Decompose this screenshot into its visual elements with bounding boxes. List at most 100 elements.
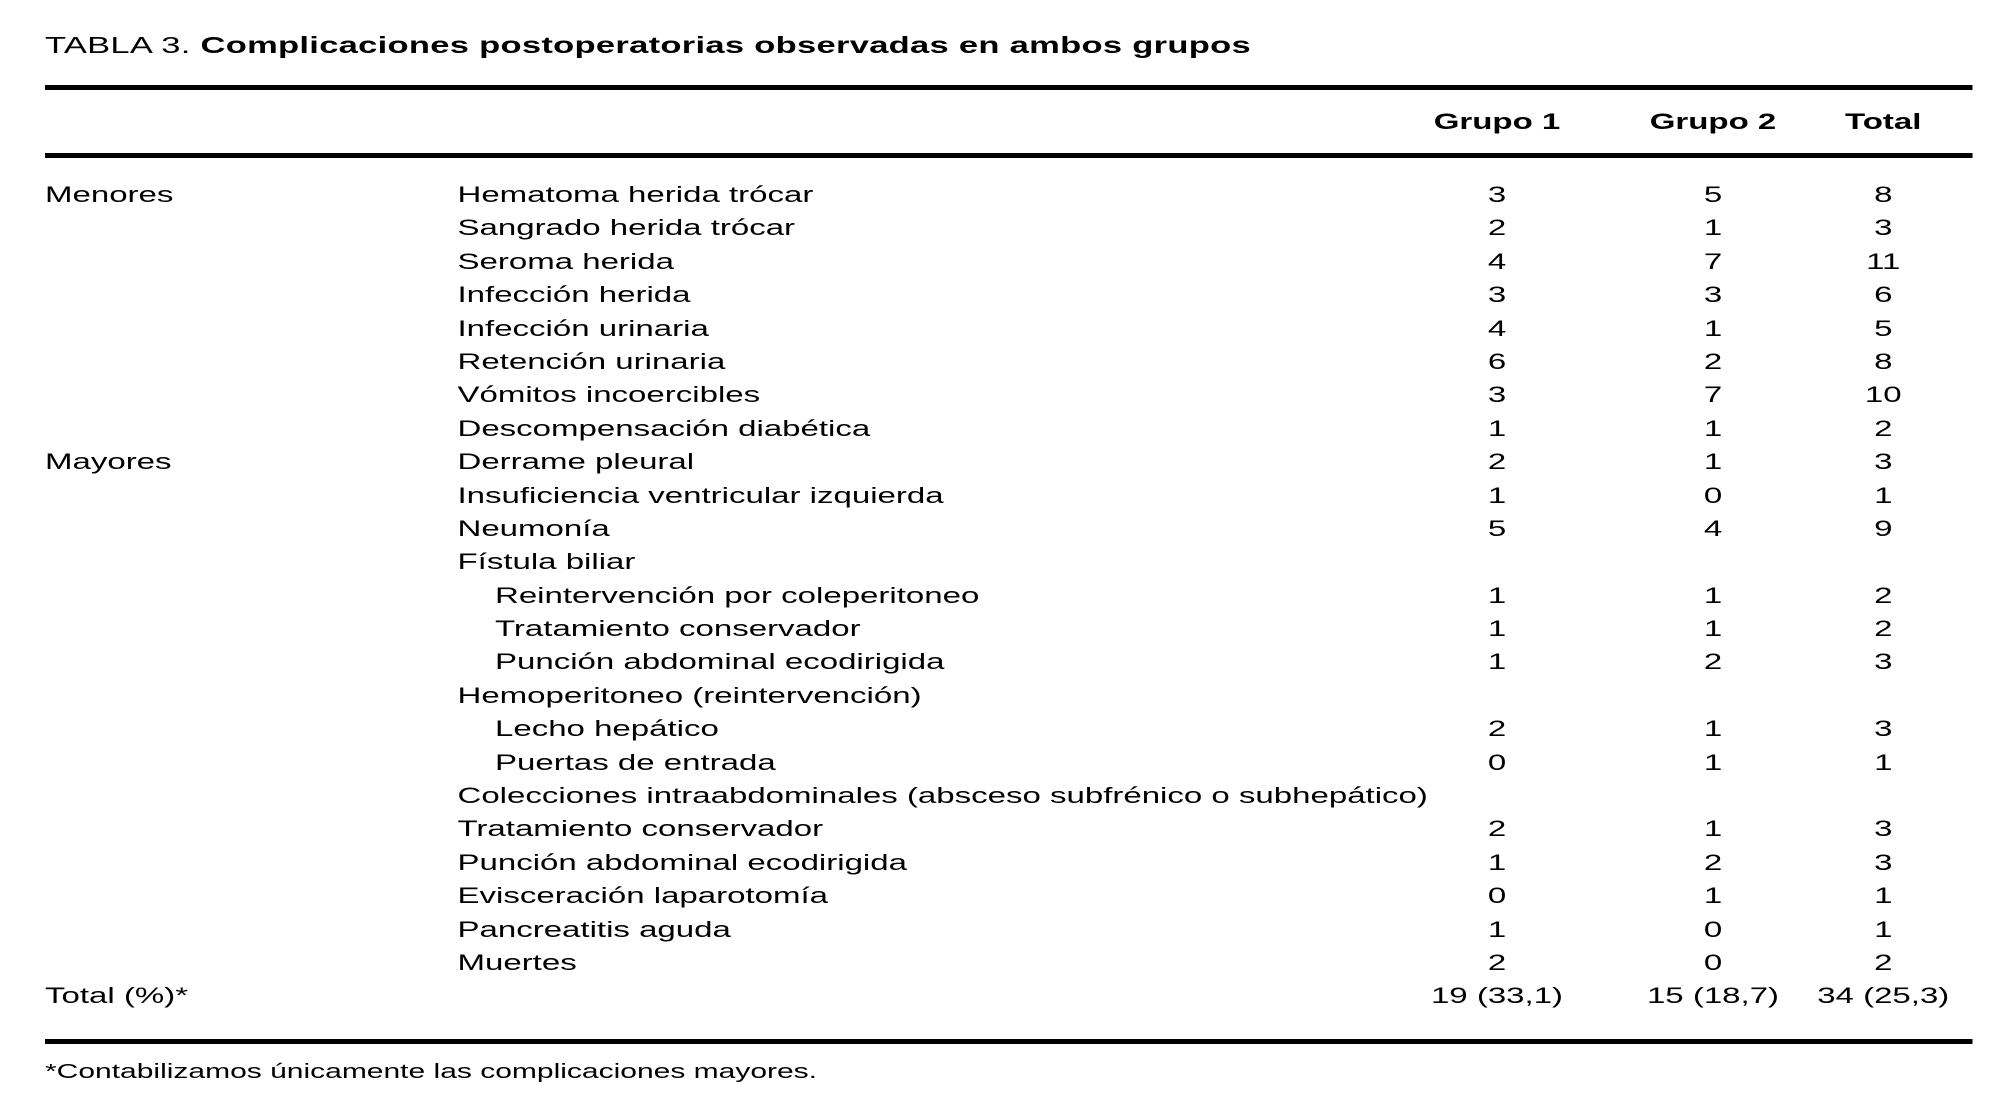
cell-grupo2-value: 1	[1703, 415, 1723, 441]
cell-group-label	[45, 645, 458, 678]
cell-total-value: 8	[1874, 348, 1893, 374]
cell-grupo2-value: 7	[1703, 248, 1723, 274]
cell-grupo1-value: 19 (33,1)	[1430, 983, 1564, 1009]
cell-group-label	[45, 612, 458, 645]
table-number: TABLA 3.	[45, 32, 191, 58]
cell-grupo2-value: 1	[1703, 716, 1723, 742]
cell-grupo2-value: 2	[1703, 649, 1723, 675]
cell-complication-label: Descompensación diabética	[457, 415, 871, 441]
cell-total-value	[1794, 545, 1973, 578]
cell-group-label	[45, 712, 458, 745]
table-row: Lecho hepático 2 1 3	[45, 712, 1973, 745]
cell-total-value: 2	[1874, 949, 1893, 975]
cell-total-value: 2	[1874, 415, 1893, 441]
cell-grupo2-value: 0	[1703, 949, 1723, 975]
cell-grupo1-value: 6	[1487, 348, 1507, 374]
cell-total-value: 3	[1874, 816, 1893, 842]
cell-complication-label: Reintervención por coleperitoneo	[495, 582, 980, 608]
cell-grupo1-value: 1	[1487, 616, 1507, 642]
cell-total-value: 3	[1874, 215, 1893, 241]
cell-grupo2-value: 1	[1703, 315, 1723, 341]
cell-group-label	[45, 278, 458, 311]
cell-complication-label: Seroma herida	[457, 248, 674, 274]
table-row: Punción abdominal ecodirigida 1 2 3	[45, 846, 1973, 879]
cell-grupo1-value: 0	[1487, 749, 1507, 775]
cell-group-label	[45, 812, 458, 845]
table-row: Tratamiento conservador 1 1 2	[45, 612, 1973, 645]
cell-complication-label: Evisceración laparotomía	[457, 883, 829, 909]
cell-total-value: 1	[1874, 482, 1893, 508]
cell-grupo2-value: 2	[1703, 849, 1723, 875]
cell-grupo2-value	[1632, 679, 1794, 712]
cell-complication-label: Retención urinaria	[457, 348, 726, 374]
cell-complication-label	[458, 979, 1363, 1012]
cell-grupo2-value: 1	[1703, 749, 1723, 775]
cell-complication-label: Fístula biliar	[457, 549, 636, 575]
cell-grupo1-value: 3	[1487, 182, 1507, 207]
cell-total-value: 8	[1874, 182, 1893, 207]
cell-grupo2-value: 1	[1703, 582, 1723, 608]
cell-grupo1-value: 2	[1487, 949, 1507, 975]
cell-grupo2-value: 1	[1703, 215, 1723, 241]
cell-grupo1-value: 3	[1487, 282, 1507, 308]
cell-total-value: 3	[1874, 849, 1893, 875]
cell-complication-label: Lecho hepático	[495, 716, 719, 742]
cell-complication-label: Neumonía	[457, 515, 610, 541]
cell-group-label: Menores	[45, 182, 174, 207]
cell-total-value: 1	[1874, 883, 1893, 909]
cell-complication-label: Punción abdominal ecodirigida	[495, 649, 945, 675]
table-row: Neumonía 5 4 9	[45, 512, 1973, 545]
table-row: Punción abdominal ecodirigida 1 2 3	[45, 645, 1973, 678]
cell-complication-label: Infección herida	[457, 282, 691, 308]
cell-grupo1-value	[1362, 545, 1632, 578]
cell-grupo2-value	[1632, 779, 1794, 812]
cell-grupo2-value: 1	[1703, 883, 1723, 909]
table-row: Insuficiencia ventricular izquierda 1 0 1	[45, 479, 1973, 512]
cell-group-label	[45, 846, 458, 879]
cell-grupo1-value: 0	[1487, 883, 1507, 909]
cell-grupo1-value: 1	[1487, 482, 1507, 508]
table-row: Reintervención por coleperitoneo 1 1 2	[45, 579, 1973, 612]
cell-group-label	[45, 245, 458, 278]
cell-total-value	[1794, 779, 1973, 812]
cell-group-label	[45, 879, 458, 912]
cell-total-value: 2	[1874, 616, 1893, 642]
cell-total-value: 3	[1874, 449, 1893, 475]
cell-grupo2-value: 0	[1703, 482, 1723, 508]
cell-total-value: 6	[1874, 282, 1893, 308]
table-body: Menores Hematoma herida trócar 3 5 8 Sangrado…	[45, 158, 1973, 1013]
cell-grupo1-value: 5	[1487, 515, 1507, 541]
cell-group-label	[45, 746, 458, 779]
cell-total-value: 2	[1874, 582, 1893, 608]
table-title: TABLA 3. Complicaciones postoperatorias …	[45, 0, 1973, 59]
cell-group-label	[45, 479, 458, 512]
table-row: Menores Hematoma herida trócar 3 5 8	[45, 178, 1973, 211]
cell-grupo2-value: 15 (18,7)	[1646, 983, 1780, 1009]
cell-group-label	[45, 312, 458, 345]
column-header-grupo1: Grupo 1	[1433, 108, 1561, 134]
cell-grupo2-value: 1	[1703, 816, 1723, 842]
cell-total-value: 1	[1874, 749, 1893, 775]
footnote: *Contabilizamos únicamente las complicac…	[45, 1060, 818, 1083]
column-header-grupo2: Grupo 2	[1649, 108, 1777, 134]
cell-complication-label: Insuficiencia ventricular izquierda	[457, 482, 944, 508]
cell-group-label: Total (%)*	[45, 983, 189, 1009]
cell-total-value: 1	[1874, 916, 1893, 942]
cell-grupo2-value: 5	[1703, 182, 1723, 207]
cell-grupo1-value: 2	[1487, 449, 1507, 475]
cell-grupo2-value	[1632, 545, 1794, 578]
cell-grupo2-value: 4	[1703, 515, 1723, 541]
cell-grupo1-value: 4	[1487, 315, 1507, 341]
cell-grupo2-value: 2	[1703, 348, 1723, 374]
cell-group-label	[45, 512, 458, 545]
table-row: Puertas de entrada 0 1 1	[45, 746, 1973, 779]
table-caption: Complicaciones postoperatorias observada…	[200, 32, 1251, 58]
cell-group-label	[45, 211, 458, 244]
cell-group-label: Mayores	[45, 449, 172, 475]
column-header-total: Total	[1845, 108, 1922, 134]
table-row: Vómitos incoercibles 3 7 10	[45, 378, 1973, 411]
cell-group-label	[45, 412, 458, 445]
cell-total-value	[1794, 679, 1973, 712]
cell-grupo1-value: 1	[1487, 649, 1507, 675]
table-row: Pancreatitis aguda 1 0 1	[45, 913, 1973, 946]
